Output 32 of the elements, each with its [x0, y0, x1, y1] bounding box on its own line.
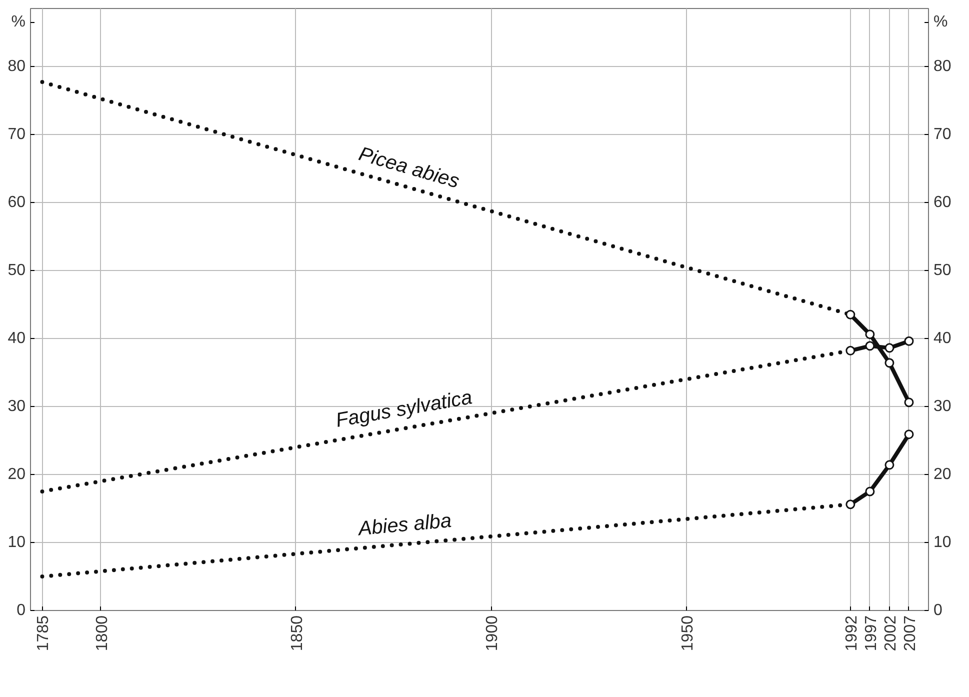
y-tick-label: 40 [8, 330, 26, 347]
y-tick-label: 60 [8, 194, 26, 211]
x-tick-label: 1785 [35, 615, 52, 652]
y-tick-label: % [11, 14, 26, 31]
y2-tick-label: 20 [934, 466, 952, 483]
x-tick-label: 1950 [679, 615, 696, 652]
x-tick-label: 1800 [94, 615, 111, 652]
x-tick-label: 2007 [902, 615, 919, 652]
text: Picea abies [356, 143, 462, 193]
y2-tick-label: 10 [934, 534, 952, 551]
x-tick-label: 1992 [843, 615, 860, 652]
y2-tick-label: 30 [934, 398, 952, 415]
y2-tick-label: % [934, 14, 948, 31]
y-tick-label: 30 [8, 398, 26, 415]
text: Fagus sylvatica [334, 386, 474, 432]
y2-tick-label: 60 [934, 194, 952, 211]
y-tick-label: 0 [16, 602, 26, 619]
y-tick-label: 70 [8, 126, 26, 143]
y2-tick-label: 80 [934, 58, 952, 75]
y2-tick-label: 50 [934, 262, 952, 279]
y2-tick-label: 0 [934, 602, 942, 619]
y-tick-label: 10 [8, 534, 26, 551]
x-tick-label: 1997 [862, 615, 880, 652]
y-tick-label: 20 [8, 466, 26, 483]
text: Abies alba [356, 510, 452, 540]
y-tick-label: 80 [8, 58, 26, 75]
y2-tick-label: 40 [934, 330, 952, 347]
y-tick-label: 50 [8, 262, 26, 279]
x-tick-label: 2002 [882, 615, 900, 652]
x-tick-label: 1850 [288, 615, 306, 652]
y2-tick-label: 70 [934, 126, 952, 143]
x-tick-label: 1900 [484, 615, 502, 652]
